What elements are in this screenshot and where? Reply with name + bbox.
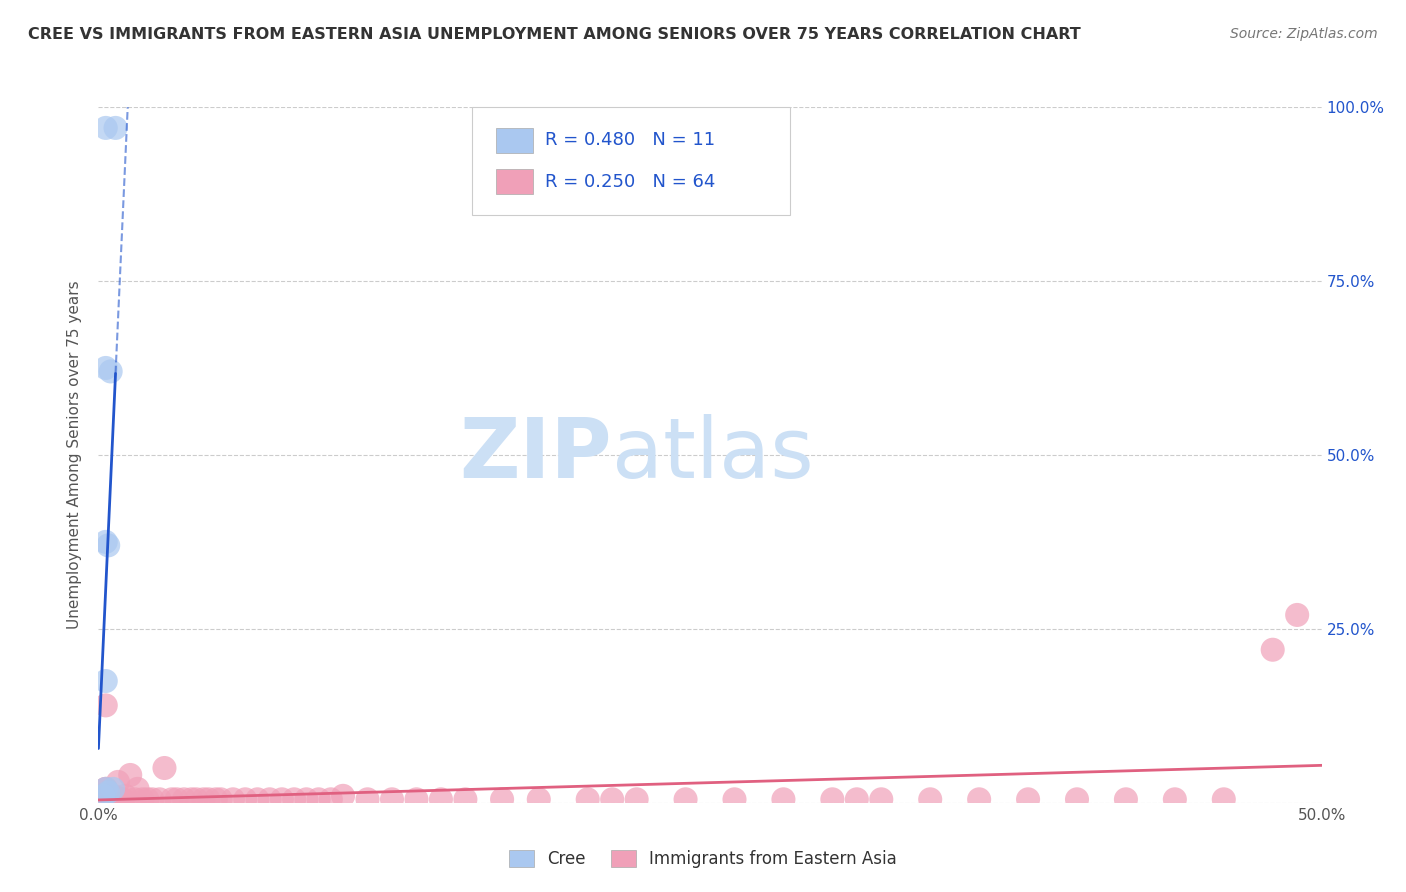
Point	[233, 792, 256, 806]
Point	[193, 792, 215, 806]
Point	[920, 792, 942, 806]
Bar	[496, 169, 533, 194]
FancyBboxPatch shape	[471, 107, 790, 215]
Point	[186, 792, 208, 806]
Point	[222, 792, 245, 806]
Point	[600, 792, 623, 806]
Point	[845, 792, 868, 806]
Point	[308, 792, 330, 806]
Point	[97, 538, 120, 552]
Point	[104, 120, 127, 135]
Legend: Cree, Immigrants from Eastern Asia: Cree, Immigrants from Eastern Asia	[502, 843, 904, 875]
Point	[491, 792, 513, 806]
Point	[454, 792, 477, 806]
Point	[100, 792, 122, 806]
Point	[723, 792, 745, 806]
Point	[270, 792, 294, 806]
Point	[94, 781, 117, 796]
Point	[124, 792, 146, 806]
Point	[97, 785, 120, 799]
Point	[430, 792, 453, 806]
Point	[149, 792, 172, 806]
Point	[94, 698, 117, 713]
Point	[527, 792, 550, 806]
Point	[197, 792, 219, 806]
Point	[107, 775, 129, 789]
Point	[131, 792, 153, 806]
Point	[127, 781, 149, 796]
Text: R = 0.480   N = 11: R = 0.480 N = 11	[546, 131, 716, 149]
Point	[1164, 792, 1187, 806]
Point	[94, 674, 117, 689]
Point	[101, 792, 124, 806]
Text: CREE VS IMMIGRANTS FROM EASTERN ASIA UNEMPLOYMENT AMONG SENIORS OVER 75 YEARS CO: CREE VS IMMIGRANTS FROM EASTERN ASIA UNE…	[28, 27, 1081, 42]
Point	[295, 792, 318, 806]
Point	[1115, 792, 1137, 806]
Point	[160, 792, 183, 806]
Point	[97, 789, 120, 803]
Point	[94, 535, 117, 549]
Text: atlas: atlas	[612, 415, 814, 495]
Point	[173, 792, 195, 806]
Point	[1261, 642, 1284, 657]
Point	[153, 761, 176, 775]
Point	[114, 789, 136, 803]
Point	[870, 792, 893, 806]
Point	[626, 792, 648, 806]
Point	[1212, 792, 1234, 806]
Point	[381, 792, 404, 806]
Point	[110, 792, 132, 806]
Point	[120, 768, 142, 782]
Bar	[496, 128, 533, 153]
Point	[101, 789, 124, 803]
Point	[136, 792, 159, 806]
Point	[94, 781, 117, 796]
Point	[141, 792, 163, 806]
Point	[283, 792, 305, 806]
Point	[821, 792, 844, 806]
Point	[94, 360, 117, 375]
Point	[675, 792, 697, 806]
Point	[104, 792, 127, 806]
Point	[101, 781, 124, 796]
Point	[246, 792, 269, 806]
Point	[91, 789, 114, 803]
Point	[772, 792, 794, 806]
Point	[1286, 607, 1309, 622]
Point	[967, 792, 990, 806]
Point	[209, 792, 232, 806]
Text: R = 0.250   N = 64: R = 0.250 N = 64	[546, 173, 716, 191]
Point	[111, 792, 134, 806]
Point	[319, 792, 342, 806]
Point	[100, 364, 122, 378]
Y-axis label: Unemployment Among Seniors over 75 years: Unemployment Among Seniors over 75 years	[67, 281, 83, 629]
Point	[356, 792, 378, 806]
Point	[166, 792, 188, 806]
Point	[205, 792, 228, 806]
Point	[332, 789, 354, 803]
Point	[576, 792, 599, 806]
Point	[1017, 792, 1039, 806]
Point	[259, 792, 281, 806]
Text: ZIP: ZIP	[460, 415, 612, 495]
Point	[1066, 792, 1088, 806]
Point	[94, 120, 117, 135]
Point	[405, 792, 427, 806]
Point	[94, 781, 117, 796]
Point	[180, 792, 202, 806]
Text: Source: ZipAtlas.com: Source: ZipAtlas.com	[1230, 27, 1378, 41]
